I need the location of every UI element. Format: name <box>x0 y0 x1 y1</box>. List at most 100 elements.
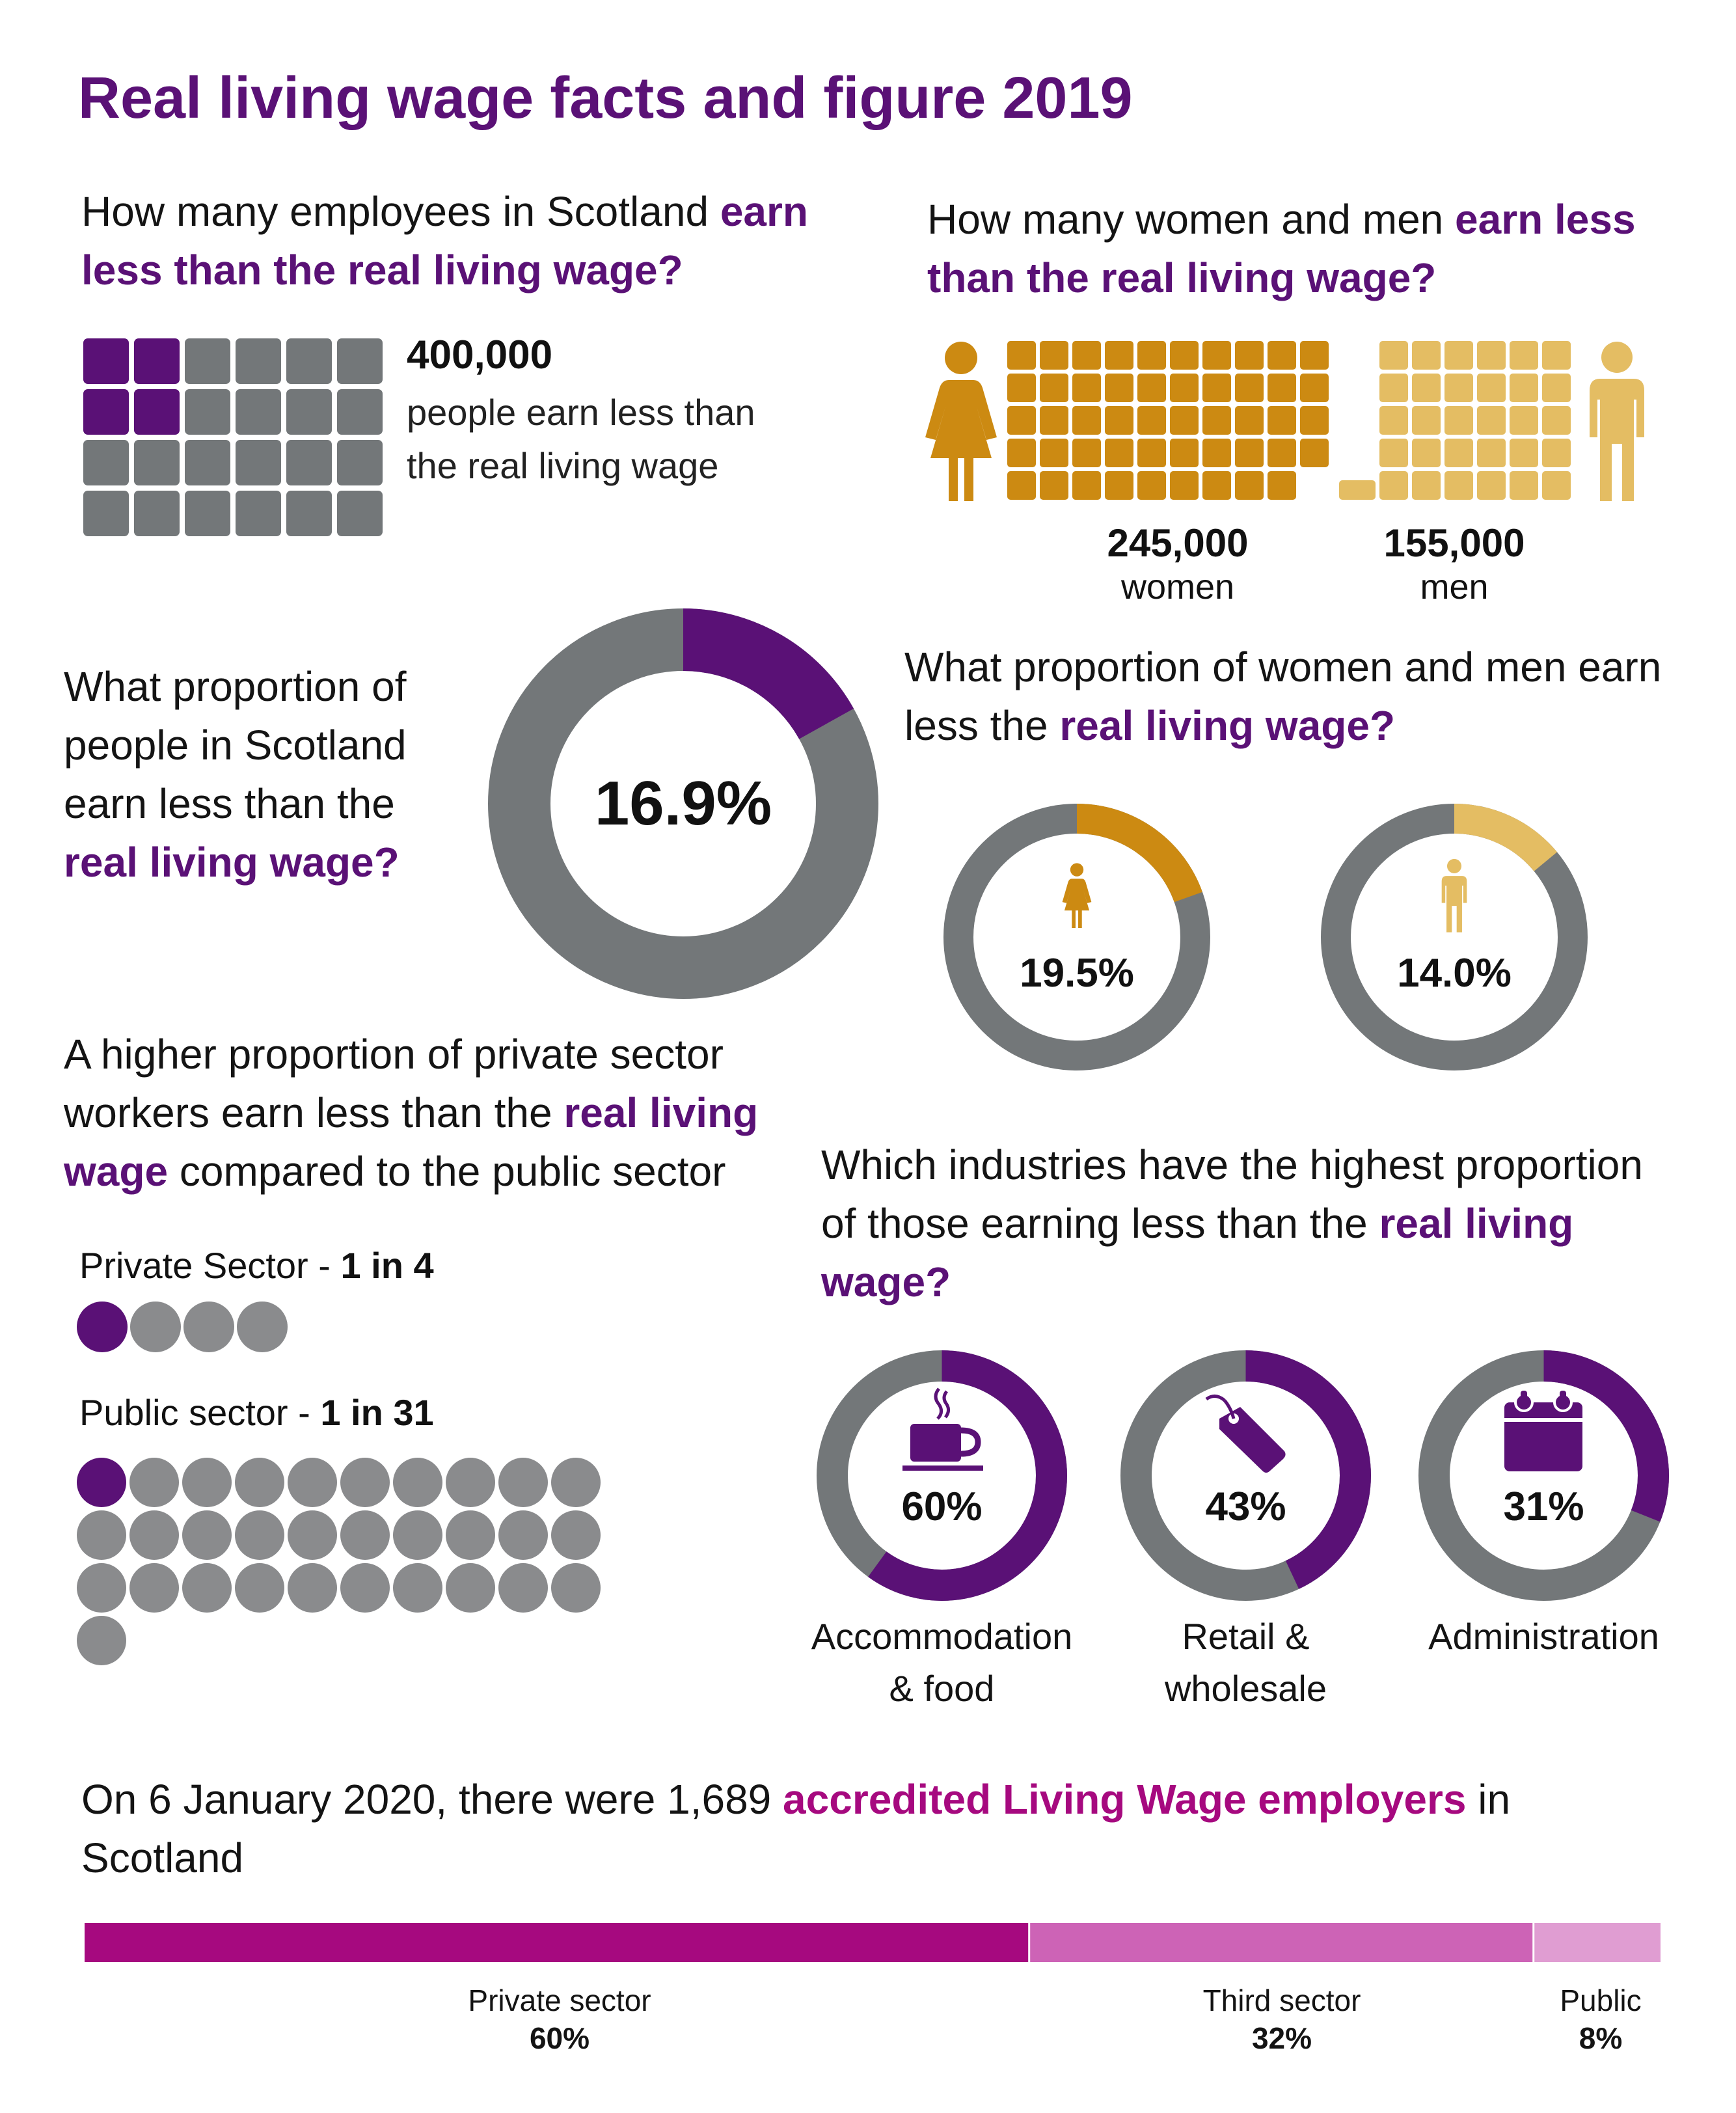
employers-stacked-bar <box>85 1923 1661 1962</box>
bar-label-private-name: Private sector <box>468 1983 651 2017</box>
public-dot <box>393 1510 442 1560</box>
administration-donut <box>1418 1350 1669 1601</box>
women-waffle-square <box>1170 374 1199 402</box>
gender-proportion-question: What proportion of women and men earn le… <box>904 638 1672 755</box>
public-dot <box>235 1458 284 1507</box>
bar-label-third-value: 32% <box>1251 2021 1312 2055</box>
bar-label-private-value: 60% <box>529 2021 590 2055</box>
women-waffle-square <box>1268 439 1296 467</box>
men-count-value: 155,000 <box>1383 521 1525 565</box>
accommodation-food-donut <box>817 1350 1067 1601</box>
women-count-label: women <box>1120 567 1235 607</box>
men-waffle-square <box>1379 406 1408 435</box>
women-waffle-square <box>1300 374 1329 402</box>
women-waffle-square <box>1105 406 1133 435</box>
women-waffle-square <box>1137 374 1166 402</box>
retail-wholesale-donut <box>1120 1350 1371 1601</box>
men-waffle-square <box>1477 471 1506 500</box>
woman-icon <box>925 342 997 501</box>
men-waffle-square <box>1477 374 1506 402</box>
men-waffle-square <box>1542 406 1571 435</box>
employers-statement-end: in Scotland <box>81 1776 1511 1881</box>
women-waffle-square <box>1007 406 1036 435</box>
waffle-square <box>286 338 332 384</box>
retail-wholesale-value: 43% <box>1205 1484 1286 1529</box>
men-waffle-square <box>1339 480 1376 500</box>
men-waffle-square <box>1510 439 1538 467</box>
private-dot <box>237 1302 288 1352</box>
public-dot <box>551 1563 601 1613</box>
men-waffle-square <box>1542 471 1571 500</box>
page-title: Real living wage facts and figure 2019 <box>78 66 1133 131</box>
industry-donut-2-segment <box>1418 1350 1669 1601</box>
sector-question: A higher proportion of private sector wo… <box>64 1025 812 1201</box>
gender-proportion-question-text: What proportion of women and men earn le… <box>904 644 1662 749</box>
public-dot-highlighted <box>77 1458 126 1507</box>
retail-wholesale-label: Retail & wholesale <box>1088 1611 1404 1715</box>
public-dot <box>498 1510 548 1560</box>
gender-proportion-question-highlight: real living wage? <box>1059 702 1396 749</box>
employees-question: How many employees in Scotland earn less… <box>81 182 882 299</box>
public-sector-label-text: Public sector - <box>79 1392 321 1433</box>
calendar-icon <box>1504 1391 1582 1471</box>
women-waffle-square <box>1105 341 1133 370</box>
women-waffle <box>1007 341 1329 500</box>
women-waffle-square <box>1170 439 1199 467</box>
men-waffle-square <box>1412 406 1441 435</box>
women-waffle-square <box>1268 406 1296 435</box>
women-waffle-square <box>1170 341 1199 370</box>
public-dot <box>498 1458 548 1507</box>
women-count-block: 245,000 women <box>1080 521 1275 608</box>
women-waffle-square <box>1040 439 1068 467</box>
women-waffle-square <box>1007 439 1036 467</box>
waffle-square <box>337 440 383 485</box>
overall-donut-segment <box>488 608 878 999</box>
women-donut-segment <box>943 804 1210 1070</box>
waffle-square <box>337 389 383 435</box>
bar-label-public: Public 8% <box>1510 1982 1692 2057</box>
men-waffle-square <box>1379 341 1408 370</box>
industry-donut-0-segment <box>817 1350 1067 1601</box>
public-dot <box>340 1510 390 1560</box>
sector-question-text: A higher proportion of private sector wo… <box>64 1031 724 1136</box>
proportion-question-line1: What proportion of <box>64 663 407 710</box>
bar-label-third-name: Third sector <box>1202 1983 1361 2017</box>
employers-bar-segment-0 <box>85 1923 1029 1962</box>
women-waffle-square <box>1040 374 1068 402</box>
women-proportion-value: 19.5% <box>1020 951 1134 996</box>
women-waffle-square <box>1202 374 1231 402</box>
women-waffle-square <box>1007 471 1036 500</box>
proportion-question-highlight: real living wage? <box>64 839 400 886</box>
waffle-square <box>83 440 129 485</box>
men-waffle-square <box>1510 341 1538 370</box>
men-waffle-square <box>1444 374 1473 402</box>
bar-label-public-name: Public <box>1560 1983 1642 2017</box>
employees-waffle <box>83 338 383 536</box>
women-waffle-square <box>1235 341 1264 370</box>
private-sector-label-text: Private Sector - <box>79 1245 341 1286</box>
proportion-question: What proportion of people in Scotland ea… <box>64 657 480 892</box>
waffle-square <box>185 491 230 536</box>
public-sector-ratio: 1 in 31 <box>320 1392 434 1433</box>
waffle-square-highlighted <box>83 338 129 384</box>
men-waffle-square <box>1412 439 1441 467</box>
gender-count-question-text: How many women and men <box>927 196 1456 243</box>
private-sector-ratio: 1 in 4 <box>340 1245 434 1286</box>
women-waffle-square <box>1007 374 1036 402</box>
women-waffle-square <box>1300 439 1329 467</box>
industries-question: Which industries have the highest propor… <box>821 1136 1680 1311</box>
women-waffle-square <box>1235 439 1264 467</box>
women-waffle-square <box>1235 471 1264 500</box>
public-dot <box>393 1458 442 1507</box>
public-dot <box>77 1510 126 1560</box>
private-dot <box>130 1302 181 1352</box>
private-dot <box>183 1302 234 1352</box>
women-proportion-donut <box>943 804 1210 1070</box>
women-waffle-square <box>1040 471 1068 500</box>
gender-count-question: How many women and men earn less than th… <box>927 190 1675 307</box>
women-waffle-square <box>1137 471 1166 500</box>
administration-label: Administration <box>1386 1611 1702 1663</box>
women-waffle-square <box>1105 439 1133 467</box>
retail-wholesale-label-line2: wholesale <box>1164 1668 1327 1709</box>
